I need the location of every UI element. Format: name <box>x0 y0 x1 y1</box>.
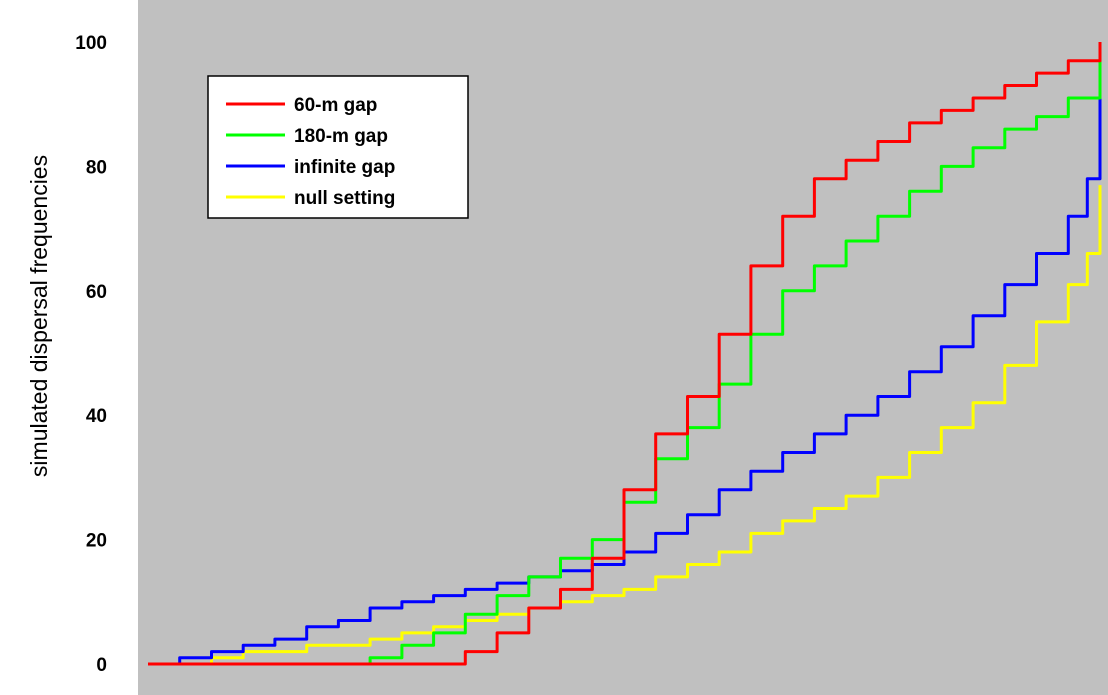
y-tick-label: 80 <box>86 157 107 178</box>
y-tick-label: 60 <box>86 282 107 303</box>
y-tick-label: 0 <box>96 655 107 676</box>
legend-label-2: 180-m gap <box>294 126 388 147</box>
legend-label-1: 60-m gap <box>294 95 377 116</box>
series-line-2 <box>148 60 1102 666</box>
y-axis-ticks: 0 20 40 60 80 100 <box>75 33 107 676</box>
series-line-4 <box>148 185 1102 666</box>
y-axis-label: simulated dispersal frequencies <box>26 155 52 477</box>
series-line-3 <box>160 98 1102 666</box>
series-line-1 <box>148 42 1102 666</box>
legend: 60-m gap 180-m gap infinite gap null settin… <box>207 75 469 219</box>
y-tick-label: 20 <box>86 531 107 552</box>
legend-box <box>207 75 469 219</box>
legend-label-3: infinite gap <box>294 157 395 178</box>
y-tick-label: 100 <box>75 33 107 54</box>
legend-items: 60-m gap 180-m gap infinite gap null settin… <box>226 95 395 209</box>
series-layer <box>148 42 1102 666</box>
y-tick-label: 40 <box>86 406 107 427</box>
legend-label-4: null setting <box>294 188 395 209</box>
